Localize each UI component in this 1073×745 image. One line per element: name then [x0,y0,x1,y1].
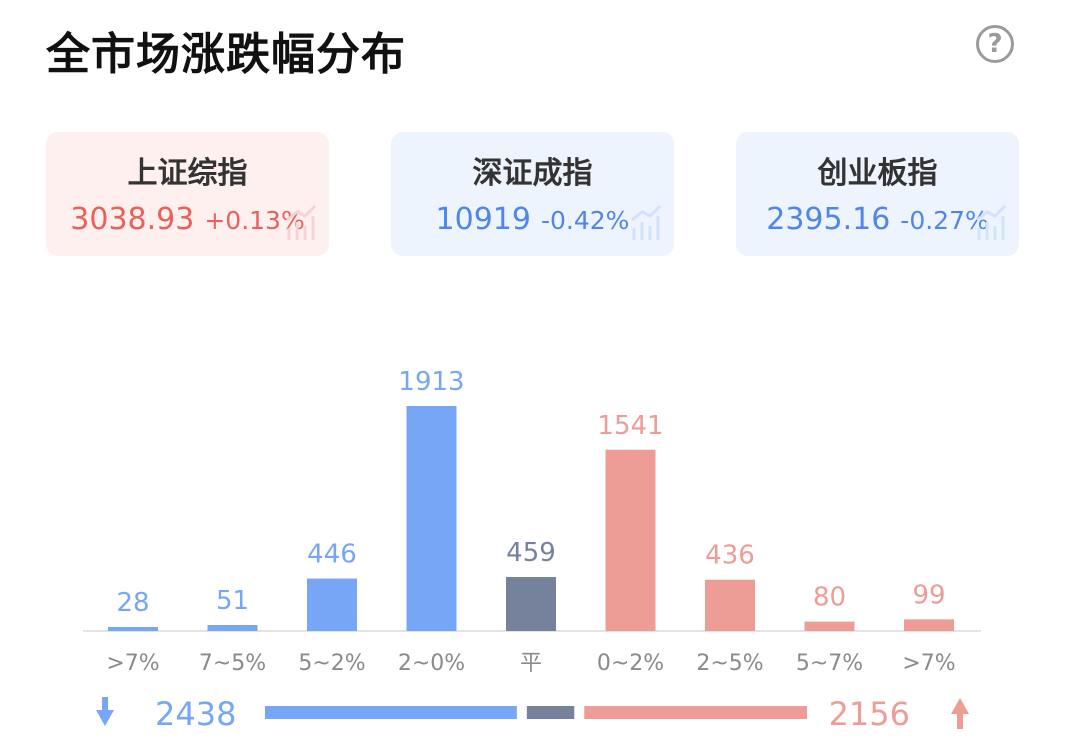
bar [904,619,954,631]
category-label: 7~5% [199,651,266,676]
down-total: 2438 [155,695,236,733]
bar [406,406,457,631]
index-card-shenzhen[interactable]: 深证成指 10919 -0.42% [391,132,674,256]
category-label: 5~2% [298,651,365,676]
down-arrow-icon [96,697,114,726]
category-label: 0~2% [597,651,664,676]
bar [705,579,755,631]
flat-ratio-bar [526,706,575,719]
help-icon[interactable]: ? [976,25,1014,63]
category-label: >7% [902,651,955,676]
up-ratio-bar [584,706,807,719]
category-label: 2~5% [696,651,763,676]
index-card-shanghai[interactable]: 上证综指 3038.93 +0.13% [46,132,329,256]
bar-value-label: 28 [116,588,149,618]
bar [207,625,258,631]
index-card-chinext[interactable]: 创业板指 2395.16 -0.27% [736,132,1019,256]
trend-chart-icon [286,204,317,240]
category-label: 平 [520,651,542,676]
category-label: 2~0% [398,651,465,676]
up-total: 2156 [829,695,910,733]
index-name: 创业板指 [817,156,938,191]
index-value: 3038.93 [70,202,195,237]
up-arrow-icon [951,698,969,729]
bar [804,621,855,631]
bar-value-label: 99 [912,580,945,610]
bar-value-label: 446 [307,540,357,570]
index-change: -0.27% [900,206,989,235]
category-label: >7% [106,651,159,676]
bar-value-label: 1541 [597,411,663,441]
bar-value-label: 436 [705,541,755,571]
down-ratio-bar [265,706,517,719]
index-change: -0.42% [540,206,630,235]
trend-chart-icon [976,204,1007,240]
page-title: 全市场涨跌幅分布 [46,29,406,80]
bar [307,578,357,631]
index-value: 2395.16 [766,202,891,237]
index-name: 深证成指 [472,156,593,191]
bar [108,627,158,631]
trend-chart-icon [631,204,662,240]
index-name: 上证综指 [127,156,248,191]
bar-value-label: 1913 [398,367,464,397]
bar [605,449,656,631]
index-value: 10919 [435,202,531,237]
category-label: 5~7% [796,651,863,676]
bar-value-label: 80 [813,583,846,613]
bar-value-label: 51 [216,586,249,616]
bar [506,577,556,631]
bar-value-label: 459 [506,538,556,568]
